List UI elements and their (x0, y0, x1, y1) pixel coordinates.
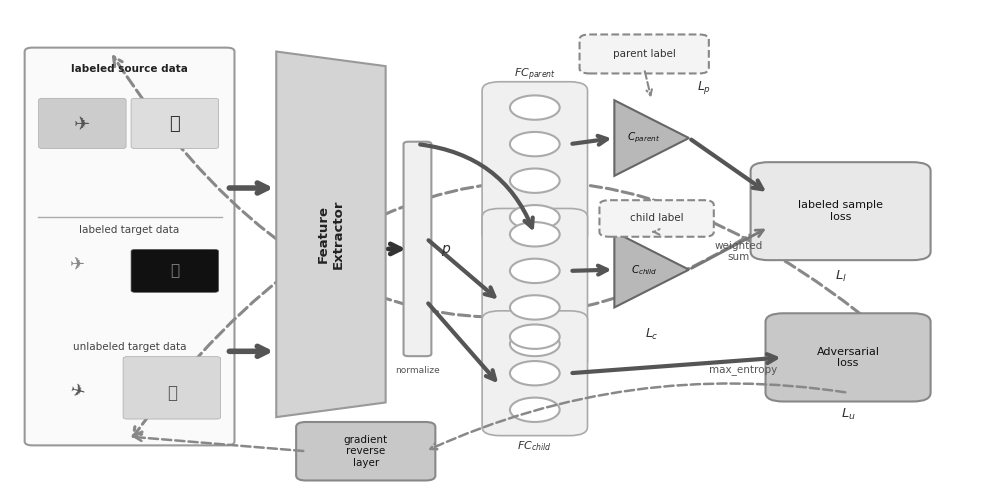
Circle shape (510, 205, 560, 229)
Text: p: p (441, 242, 450, 256)
FancyBboxPatch shape (599, 200, 714, 237)
Text: $L_p$: $L_p$ (697, 79, 711, 96)
Text: child label: child label (630, 213, 683, 223)
FancyBboxPatch shape (131, 98, 219, 148)
Text: weighted
sum: weighted sum (715, 241, 763, 262)
Text: $C_{parent}$: $C_{parent}$ (627, 131, 661, 145)
FancyBboxPatch shape (123, 356, 221, 419)
Text: unlabeled target data: unlabeled target data (73, 342, 186, 352)
Text: $FC_{parent}$: $FC_{parent}$ (514, 67, 556, 83)
Text: $L_u$: $L_u$ (841, 407, 855, 423)
Circle shape (510, 332, 560, 356)
Circle shape (510, 169, 560, 193)
Circle shape (510, 324, 560, 349)
Text: labeled target data: labeled target data (79, 225, 180, 235)
FancyBboxPatch shape (751, 162, 931, 260)
Text: labeled sample
loss: labeled sample loss (798, 200, 883, 222)
Circle shape (510, 398, 560, 422)
Circle shape (510, 361, 560, 386)
FancyBboxPatch shape (131, 249, 219, 292)
FancyBboxPatch shape (580, 35, 709, 73)
FancyArrowPatch shape (133, 181, 911, 436)
Text: ✈: ✈ (74, 114, 91, 133)
Text: $L_l$: $L_l$ (835, 268, 847, 283)
Text: normalize: normalize (395, 366, 440, 375)
Text: 🕐: 🕐 (169, 115, 180, 133)
FancyBboxPatch shape (482, 82, 588, 243)
FancyBboxPatch shape (404, 141, 431, 356)
FancyBboxPatch shape (766, 313, 931, 401)
Text: ✈: ✈ (68, 382, 87, 403)
Circle shape (510, 295, 560, 319)
Text: ✈: ✈ (70, 257, 85, 275)
Text: 🕐: 🕐 (170, 263, 179, 279)
Text: parent label: parent label (613, 49, 676, 59)
Text: Adversarial
loss: Adversarial loss (817, 347, 880, 368)
FancyBboxPatch shape (296, 422, 435, 481)
Text: $L_c$: $L_c$ (645, 327, 658, 342)
Text: labeled source data: labeled source data (71, 64, 188, 74)
Circle shape (510, 95, 560, 120)
Polygon shape (276, 52, 386, 417)
Circle shape (510, 132, 560, 156)
Polygon shape (614, 100, 689, 176)
FancyBboxPatch shape (25, 48, 234, 445)
Text: Feature
Extractor: Feature Extractor (317, 200, 345, 269)
Text: gradient
reverse
layer: gradient reverse layer (344, 435, 388, 468)
Circle shape (510, 259, 560, 283)
Text: $FC_{child}$: $FC_{child}$ (517, 439, 552, 453)
FancyArrowPatch shape (114, 57, 838, 317)
FancyBboxPatch shape (482, 311, 588, 436)
Text: 🕰: 🕰 (167, 384, 177, 402)
FancyBboxPatch shape (39, 98, 126, 148)
Text: $C_{child}$: $C_{child}$ (631, 263, 657, 277)
Circle shape (510, 222, 560, 246)
FancyBboxPatch shape (482, 209, 588, 370)
Polygon shape (614, 232, 689, 308)
Text: max_entropy: max_entropy (709, 366, 777, 376)
